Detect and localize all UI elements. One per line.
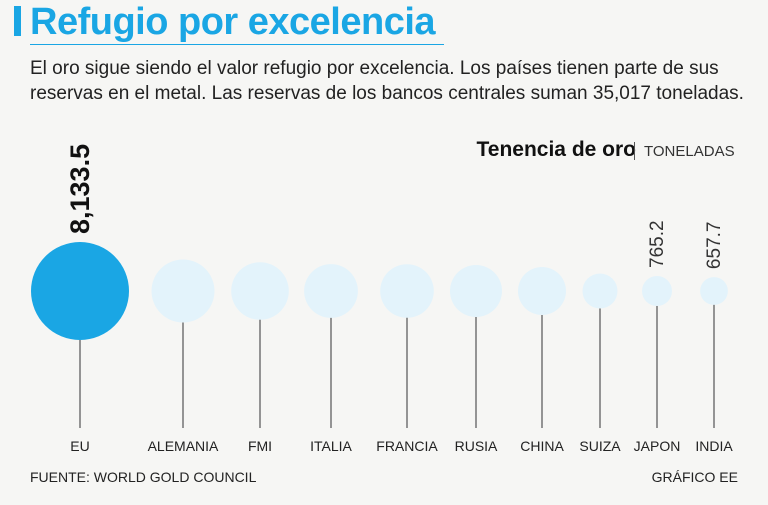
category-label-suiza: SUIZA [579,438,621,454]
category-labels-group: EU ALEMANIA FMI ITALIA FRANCIA RUSIA CHINA SUIZ… [70,438,733,454]
bubble-fmi [231,262,289,320]
value-label-japon: 765.2 [647,220,668,268]
value-label-eu: 8,133.5 [65,144,95,234]
category-label-italia: ITALIA [310,438,352,454]
bubble-japon [642,276,672,306]
bubble-rusia [450,265,502,317]
legend-separator [634,142,635,160]
bubble-suiza [582,273,618,309]
category-label-eu: EU [70,438,89,454]
chart-unit-label: TONELADAS [644,143,735,160]
bubbles-group [31,242,728,340]
bubble-alemania [151,259,215,323]
bubble-italia [304,264,358,318]
bubble-eu [31,242,129,340]
bubble-china [518,267,566,315]
category-label-india: INDIA [695,438,733,454]
bubble-india [700,277,728,305]
category-label-rusia: RUSIA [455,438,498,454]
value-labels-group: 8,133.5 765.2 657.7 [65,144,725,269]
bubble-francia [380,264,434,318]
category-label-china: CHINA [520,438,564,454]
page-title: Refugio por excelencia [30,1,436,43]
source-note: FUENTE: WORLD GOLD COUNCIL [30,469,257,485]
chart-legend-title: Tenencia de oro [476,138,636,161]
chart-credit: GRÁFICO EE [651,469,738,485]
value-label-india: 657.7 [704,222,725,270]
category-label-alemania: ALEMANIA [148,438,219,454]
category-label-japon: JAPON [634,438,681,454]
category-label-francia: FRANCIA [376,438,438,454]
title-accent-bar [14,6,21,36]
category-label-fmi: FMI [248,438,272,454]
subtitle: El oro sigue siendo el valor refugio por… [30,58,744,104]
title-underline [30,44,444,45]
